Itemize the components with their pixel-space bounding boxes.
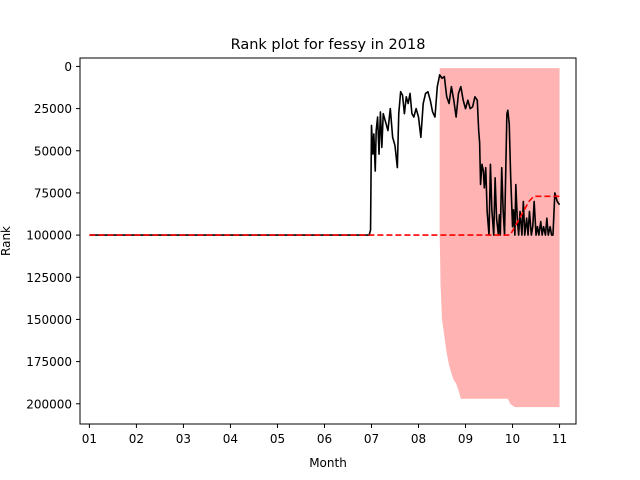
x-tick-label: 02 bbox=[129, 432, 144, 446]
x-axis: 01 02 03 04 05 06 07 08 09 10 11 bbox=[82, 424, 567, 446]
x-axis-title: Month bbox=[309, 456, 347, 470]
x-tick-label: 05 bbox=[270, 432, 285, 446]
x-tick-label: 08 bbox=[411, 432, 426, 446]
y-tick-label: 50000 bbox=[34, 144, 72, 158]
plot-area bbox=[89, 68, 561, 408]
x-tick-label: 04 bbox=[223, 432, 238, 446]
y-tick-label: 175000 bbox=[26, 355, 72, 369]
y-tick-label: 0 bbox=[64, 60, 72, 74]
y-tick-label: 25000 bbox=[34, 102, 72, 116]
x-tick-label: 07 bbox=[364, 432, 379, 446]
y-axis: 0 25000 50000 75000 100000 125000 150000 175000… bbox=[26, 60, 80, 411]
y-tick-label: 150000 bbox=[26, 313, 72, 327]
x-tick-label: 10 bbox=[505, 432, 520, 446]
axes-frame bbox=[79, 57, 577, 425]
y-tick-label: 75000 bbox=[34, 186, 72, 200]
chart-title: Rank plot for fessy in 2018 bbox=[231, 37, 426, 53]
y-axis-title: Rank bbox=[0, 226, 13, 256]
x-tick-label: 06 bbox=[317, 432, 332, 446]
x-tick-label: 01 bbox=[82, 432, 97, 446]
confidence-band bbox=[439, 68, 560, 408]
x-tick-label: 03 bbox=[176, 432, 191, 446]
y-tick-label: 125000 bbox=[26, 271, 72, 285]
x-tick-label: 09 bbox=[458, 432, 473, 446]
rank-line bbox=[89, 74, 561, 236]
y-tick-label: 100000 bbox=[26, 229, 72, 243]
y-tick-label: 200000 bbox=[26, 397, 72, 411]
x-tick-label: 11 bbox=[552, 432, 567, 446]
trend-line-dashed bbox=[89, 195, 560, 236]
